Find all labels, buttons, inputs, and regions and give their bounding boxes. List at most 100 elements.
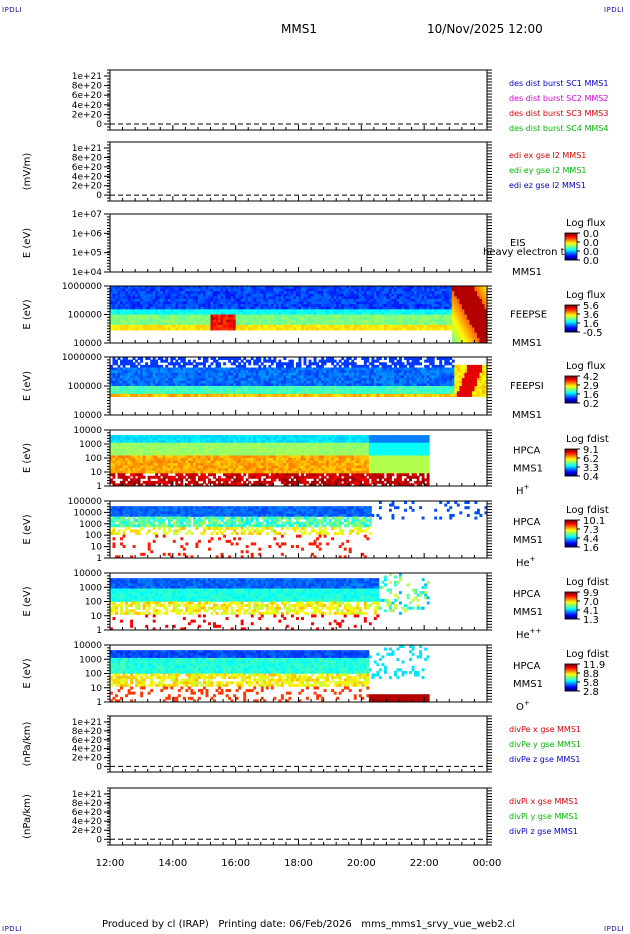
heatmap-cell [313, 375, 317, 379]
heatmap-cell [396, 304, 400, 308]
heatmap-cell [343, 286, 347, 289]
heatmap-cell [205, 367, 209, 371]
heatmap-cell [228, 380, 232, 384]
heatmap-cell [152, 319, 156, 323]
heatmap-cell [268, 327, 272, 331]
heatmap-cell [117, 314, 121, 318]
spacecraft-label: MMS1 [512, 338, 542, 349]
heatmap-cell [399, 386, 402, 390]
heatmap-cell [331, 362, 335, 366]
heatmap-cell [358, 306, 362, 310]
heatmap-cell [127, 306, 131, 310]
heatmap-cell [386, 288, 390, 292]
heatmap-cell [142, 301, 146, 305]
heatmap-cell [273, 324, 277, 328]
heatmap-cell [303, 370, 307, 374]
heatmap-cell [295, 291, 299, 295]
heatmap-cell [233, 380, 237, 384]
heatmap-cell [185, 288, 189, 292]
heatmap-cell [399, 309, 402, 313]
heatmap-cell [152, 391, 156, 395]
heatmap-cell [208, 367, 211, 371]
heatmap-cell [338, 296, 342, 300]
heatmap-cell [434, 317, 438, 321]
heatmap-cell [419, 370, 423, 374]
heatmap-cell [358, 296, 362, 300]
colorbar-tick-label: 0.0 [583, 256, 599, 267]
heatmap-cell [356, 309, 360, 313]
heatmap-cell [396, 391, 400, 395]
heatmap-cell [308, 386, 312, 390]
heatmap-cell [255, 393, 259, 397]
heatmap-cell [110, 304, 113, 308]
heatmap-cell [240, 327, 244, 331]
heatmap-cell [120, 327, 123, 331]
heatmap-cell [429, 288, 433, 292]
heatmap-cell [399, 327, 402, 331]
heatmap-cell [454, 324, 458, 328]
heatmap-cell [130, 364, 134, 368]
heatmap-cell [160, 291, 164, 295]
heatmap-cell [358, 317, 362, 321]
heatmap-cell [476, 324, 480, 328]
heatmap-cell [152, 393, 156, 397]
heatmap-cell [484, 317, 488, 321]
heatmap-cell [318, 364, 322, 368]
heatmap-cell [278, 386, 282, 390]
heatmap-cell [358, 386, 362, 390]
heatmap-cell [409, 327, 412, 331]
heatmap-cell [293, 291, 297, 295]
heatmap-cell [466, 327, 470, 331]
heatmap-cell [120, 322, 123, 326]
heatmap-cell [275, 317, 279, 321]
heatmap-cell [381, 317, 385, 321]
heatmap-cell [228, 296, 232, 300]
heatmap-cell [142, 286, 146, 289]
heatmap-cell [208, 288, 211, 292]
heatmap-cell [479, 298, 483, 302]
heatmap-cell [152, 372, 156, 376]
heatmap-cell [331, 322, 335, 326]
heatmap-cell [180, 288, 184, 292]
heatmap-cell [228, 291, 232, 295]
heatmap-cell [122, 306, 126, 310]
heatmap-cell [185, 298, 189, 302]
heatmap-cell [268, 309, 272, 313]
colorbar-step [565, 237, 577, 240]
heatmap-cell [187, 293, 191, 297]
heatmap-cell [218, 370, 221, 374]
heatmap-cell [172, 357, 176, 361]
heatmap-cell [235, 293, 239, 297]
heatmap-cell [476, 393, 480, 397]
heatmap-cell [298, 362, 302, 366]
heatmap-cell [255, 388, 259, 392]
heatmap-cell [363, 370, 367, 374]
heatmap-cell [326, 322, 330, 326]
heatmap-cell [273, 391, 277, 395]
heatmap-cell [162, 306, 166, 310]
heatmap-cell [152, 357, 156, 361]
heatmap-cell [328, 317, 332, 321]
heatmap-cell [356, 288, 360, 292]
heatmap-cell [313, 296, 317, 300]
heatmap-cell [366, 314, 370, 318]
heatmap-cell [431, 296, 435, 300]
colorbar-step [565, 314, 577, 316]
heatmap-cell [125, 319, 128, 323]
heatmap-cell [388, 380, 392, 384]
heatmap-cell [363, 386, 367, 390]
heatmap-cell [160, 322, 164, 326]
heatmap-cell [283, 296, 287, 300]
heatmap-cell [318, 391, 322, 395]
heatmap-cell [301, 286, 304, 289]
heatmap-cell [218, 314, 221, 318]
heatmap-cell [383, 286, 387, 289]
heatmap-cell [419, 322, 423, 326]
heatmap-cell [182, 386, 186, 390]
heatmap-cell [391, 375, 395, 379]
heatmap-cell [117, 291, 121, 295]
heatmap-cell [368, 378, 372, 382]
heatmap-cell [351, 383, 355, 387]
heatmap-cell [323, 359, 327, 363]
heatmap-cell [321, 317, 325, 321]
